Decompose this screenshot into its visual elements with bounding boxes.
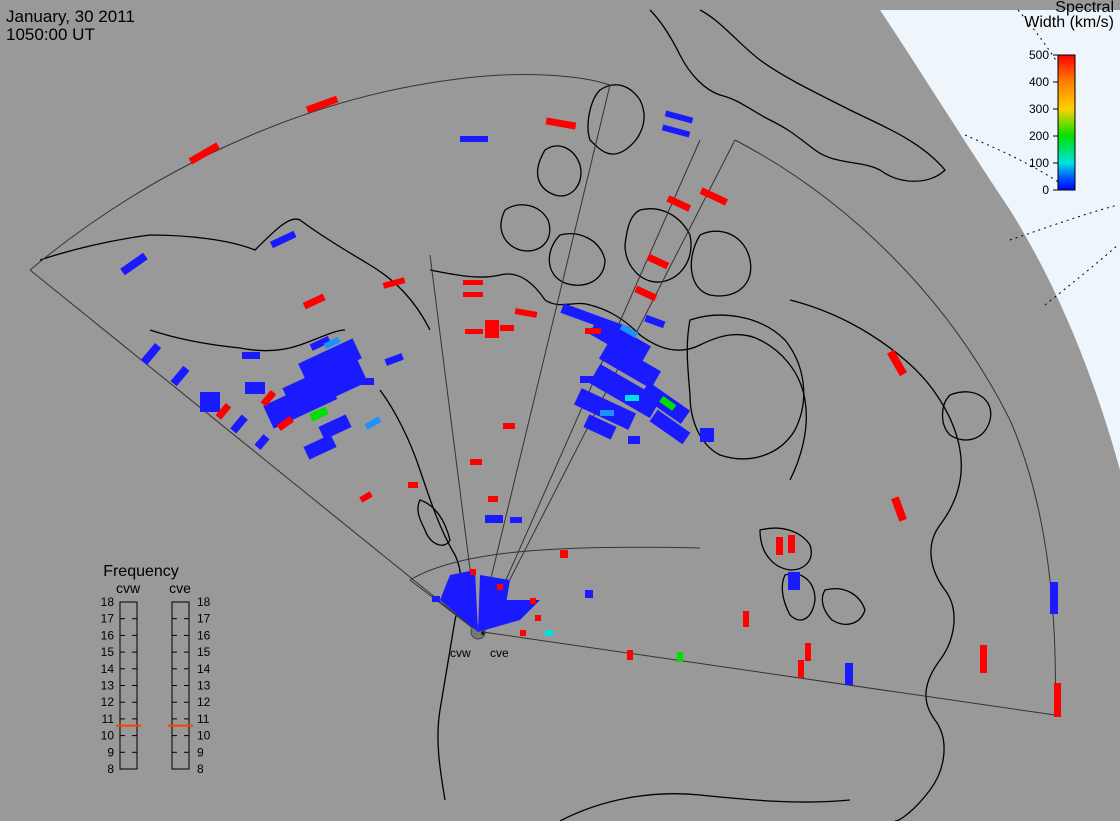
- frequency-label-left: 10: [101, 729, 115, 743]
- frequency-label-left: 13: [101, 679, 115, 693]
- radar-label-east: cve: [490, 646, 509, 660]
- terminator-dotted-4: [1044, 244, 1119, 306]
- frequency-label-right: 17: [197, 612, 211, 626]
- frequency-label-left: 11: [102, 712, 115, 726]
- frequency-label-right: 10: [197, 729, 211, 743]
- frequency-radar-east: cve: [169, 580, 191, 596]
- plot-date: January, 30 2011: [6, 7, 135, 26]
- frequency-panel: Frequency cvw cve 18 18 17 17 16 16 15 15 14 14 13…: [101, 563, 211, 776]
- plot-time: 1050:00 UT: [6, 25, 95, 44]
- colorbar: 500 400 300 200 100 0: [1029, 48, 1076, 197]
- frequency-label-right: 9: [197, 745, 204, 759]
- frequency-label-left: 18: [101, 595, 115, 609]
- frequency-label-left: 17: [101, 612, 115, 626]
- frequency-label-left: 9: [107, 745, 114, 759]
- radar-echoes: [120, 95, 1061, 717]
- frequency-label-right: 11: [197, 712, 210, 726]
- frequency-radar-west: cvw: [116, 580, 141, 596]
- frequency-label-right: 18: [197, 595, 211, 609]
- colorbar-title-line1: Spectral: [1055, 0, 1114, 16]
- frequency-title: Frequency: [103, 563, 179, 580]
- colorbar-tick-0: 500: [1029, 48, 1049, 62]
- frequency-label-right: 16: [197, 628, 211, 642]
- colorbar-tick-5: 0: [1042, 183, 1049, 197]
- frequency-label-left: 16: [101, 628, 115, 642]
- frequency-label-right: 15: [197, 645, 211, 659]
- frequency-label-right: 8: [197, 762, 204, 776]
- frequency-label-left: 12: [101, 695, 115, 709]
- colorbar-tick-2: 300: [1029, 102, 1049, 116]
- frequency-label-right: 14: [197, 662, 211, 676]
- terminator-dotted-2: [964, 134, 1071, 191]
- colorbar-tick-1: 400: [1029, 75, 1049, 89]
- frequency-label-left: 15: [101, 645, 115, 659]
- colorbar-gradient: [1057, 54, 1076, 191]
- frequency-label-left: 14: [101, 662, 115, 676]
- radar-label-west: cvw: [450, 646, 471, 660]
- colorbar-tick-3: 200: [1029, 129, 1049, 143]
- frequency-label-right: 12: [197, 695, 211, 709]
- frequency-label-right: 13: [197, 679, 211, 693]
- colorbar-title-line2: Width (km/s): [1024, 14, 1114, 31]
- frequency-label-left: 8: [107, 762, 114, 776]
- radar-site-center: [481, 631, 485, 635]
- colorbar-tick-4: 100: [1029, 156, 1049, 170]
